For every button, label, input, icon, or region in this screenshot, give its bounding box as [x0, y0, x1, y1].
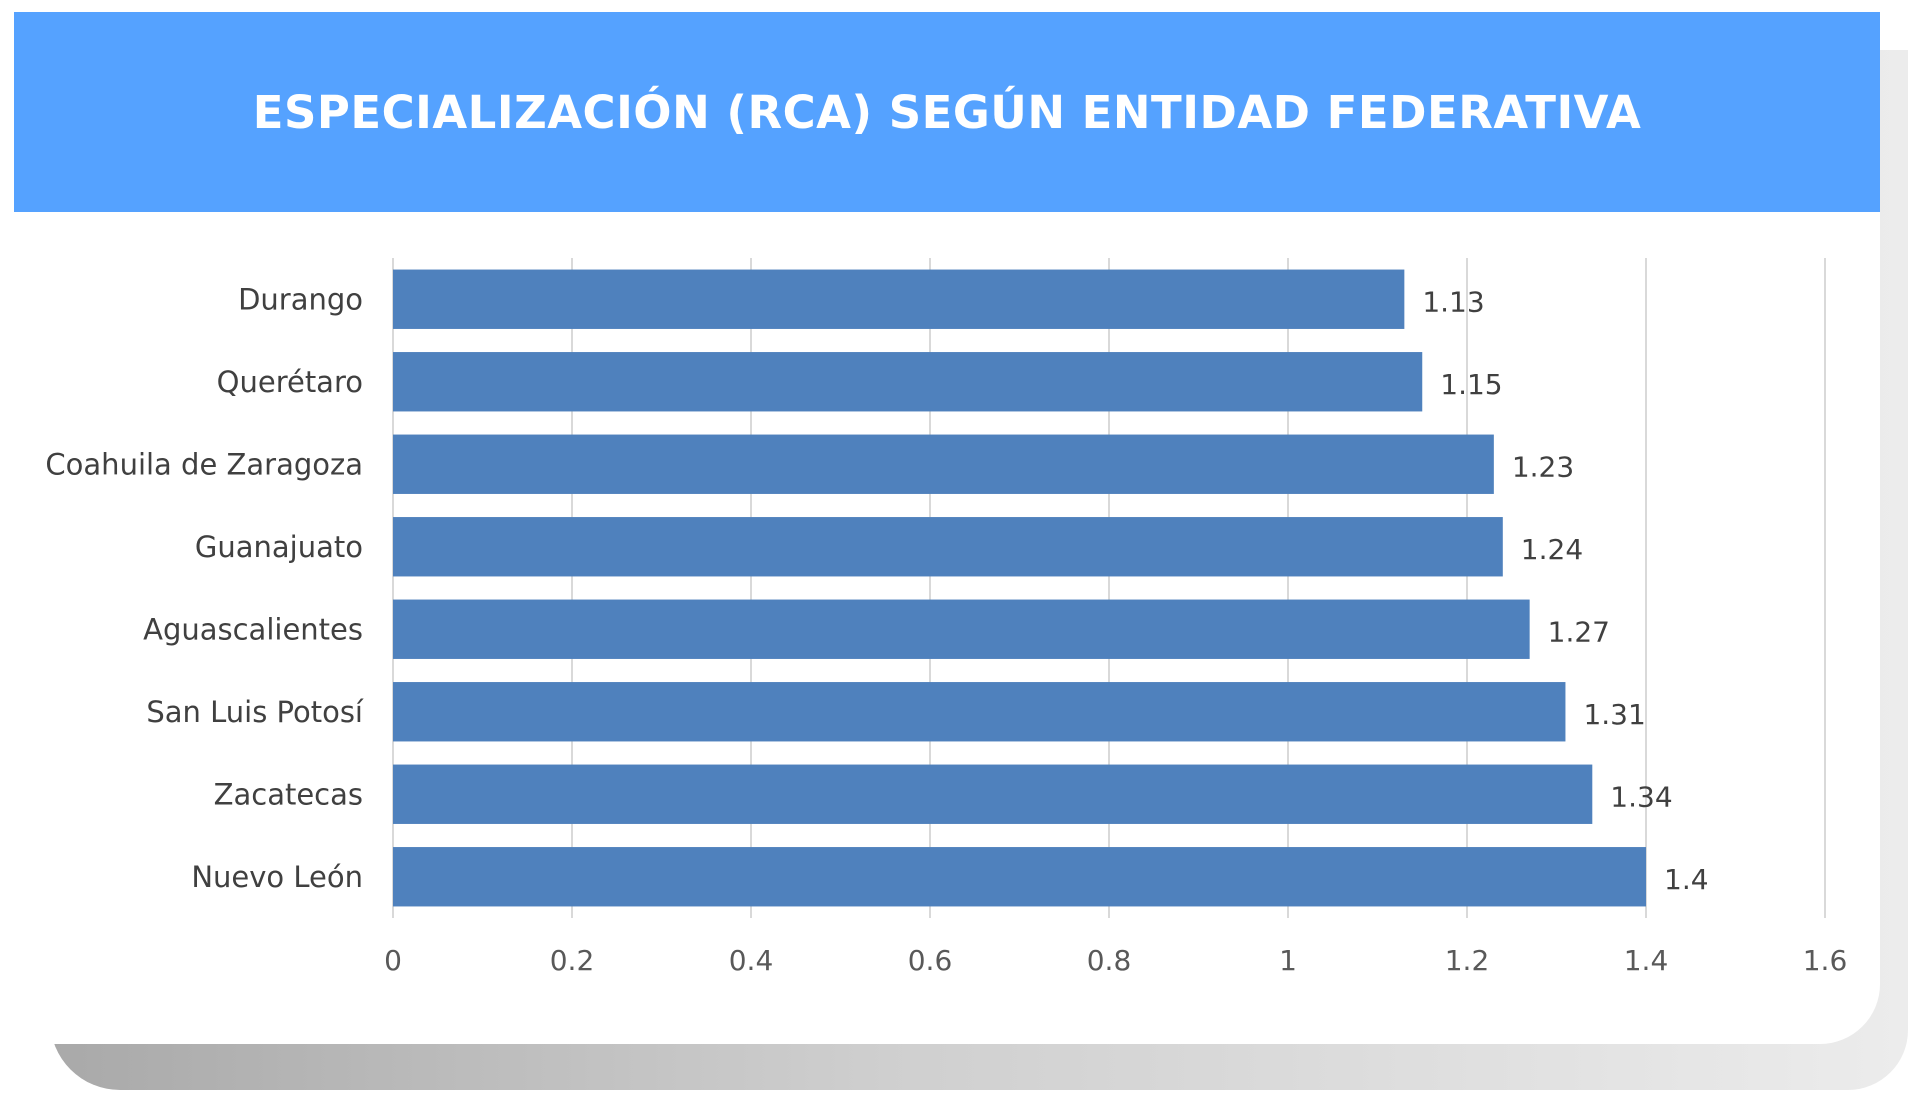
data-label: 1.23	[1512, 450, 1574, 483]
data-label: 1.15	[1440, 368, 1502, 401]
data-label: 1.27	[1548, 615, 1610, 648]
category-label: Zacatecas	[214, 777, 363, 811]
x-tick-label: 1.6	[1803, 944, 1848, 977]
x-tick-label: 0	[384, 944, 402, 977]
bar	[393, 764, 1593, 824]
category-label: Nuevo León	[191, 860, 363, 894]
bar	[393, 352, 1423, 412]
bar	[393, 847, 1646, 907]
category-label: Durango	[238, 282, 363, 316]
data-label: 1.34	[1610, 780, 1672, 813]
chart-title: ESPECIALIZACIÓN (RCA) SEGÚN ENTIDAD FEDE…	[252, 85, 1642, 139]
x-tick-label: 1.2	[1445, 944, 1490, 977]
data-label: 1.24	[1521, 533, 1583, 566]
x-tick-label: 0.4	[729, 944, 774, 977]
category-label: Guanajuato	[195, 530, 363, 564]
x-tick-label: 0.6	[908, 944, 953, 977]
x-tick-label: 1.4	[1624, 944, 1669, 977]
bar	[393, 682, 1566, 742]
bar	[393, 599, 1530, 659]
data-label: 1.13	[1422, 285, 1484, 318]
title-banner: ESPECIALIZACIÓN (RCA) SEGÚN ENTIDAD FEDE…	[14, 12, 1880, 212]
category-label: San Luis Potosí	[146, 695, 364, 729]
category-label: Coahuila de Zaragoza	[45, 447, 363, 481]
category-label: Aguascalientes	[143, 612, 363, 646]
bar	[393, 517, 1503, 577]
data-label: 1.4	[1664, 863, 1709, 896]
category-label: Querétaro	[217, 365, 363, 399]
bar	[393, 434, 1494, 494]
x-tick-label: 0.2	[550, 944, 595, 977]
data-label: 1.31	[1583, 698, 1645, 731]
bar	[393, 269, 1405, 329]
x-tick-label: 0.8	[1087, 944, 1132, 977]
x-tick-label: 1	[1279, 944, 1297, 977]
